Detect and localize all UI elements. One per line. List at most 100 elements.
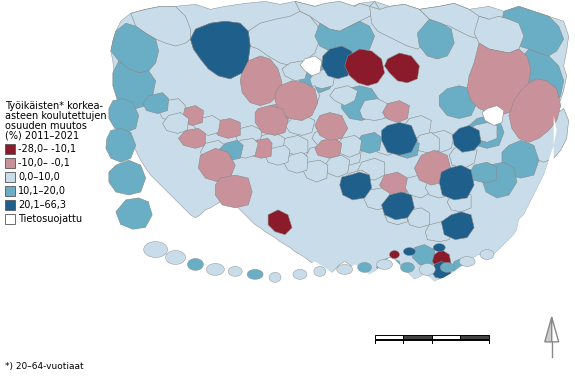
- Polygon shape: [232, 138, 258, 158]
- Polygon shape: [330, 86, 358, 105]
- Polygon shape: [325, 155, 350, 177]
- Ellipse shape: [358, 262, 371, 273]
- Polygon shape: [109, 99, 139, 132]
- Polygon shape: [322, 46, 355, 79]
- Polygon shape: [358, 158, 385, 180]
- Polygon shape: [377, 257, 401, 277]
- Polygon shape: [190, 21, 250, 79]
- Polygon shape: [345, 49, 385, 86]
- Polygon shape: [315, 113, 348, 140]
- Text: *) 20–64-vuotiaat: *) 20–64-vuotiaat: [5, 362, 84, 371]
- Polygon shape: [385, 53, 419, 83]
- Polygon shape: [482, 105, 504, 125]
- Polygon shape: [419, 3, 494, 39]
- Text: -28,0– -10,1: -28,0– -10,1: [18, 144, 76, 154]
- Polygon shape: [315, 21, 374, 59]
- Polygon shape: [524, 108, 569, 162]
- Polygon shape: [190, 21, 250, 79]
- Polygon shape: [255, 105, 288, 135]
- Polygon shape: [439, 86, 477, 119]
- Text: -10,0– -0,1: -10,0– -0,1: [18, 158, 70, 168]
- Ellipse shape: [337, 265, 352, 274]
- Polygon shape: [111, 116, 557, 376]
- Polygon shape: [284, 152, 308, 173]
- Polygon shape: [131, 6, 190, 46]
- Polygon shape: [275, 81, 318, 121]
- Ellipse shape: [434, 243, 445, 251]
- Polygon shape: [111, 23, 159, 73]
- Polygon shape: [212, 119, 240, 138]
- Polygon shape: [380, 172, 408, 195]
- Polygon shape: [335, 143, 362, 165]
- Polygon shape: [363, 188, 389, 210]
- Polygon shape: [412, 245, 436, 267]
- Polygon shape: [451, 257, 477, 277]
- Polygon shape: [452, 125, 481, 152]
- Ellipse shape: [377, 259, 393, 270]
- Polygon shape: [467, 43, 531, 116]
- Polygon shape: [345, 170, 370, 193]
- Polygon shape: [282, 61, 308, 81]
- Text: (%) 2011–2021: (%) 2011–2021: [5, 130, 79, 141]
- Text: 20,1–66,3: 20,1–66,3: [18, 200, 66, 210]
- Polygon shape: [109, 160, 145, 195]
- Polygon shape: [198, 148, 235, 182]
- Polygon shape: [298, 59, 335, 93]
- Polygon shape: [382, 101, 409, 122]
- Bar: [5, 186, 16, 196]
- Text: osuuden muutos: osuuden muutos: [5, 121, 87, 130]
- Polygon shape: [469, 116, 504, 148]
- Ellipse shape: [206, 263, 224, 275]
- Polygon shape: [216, 175, 252, 208]
- Text: 5: 5: [429, 321, 435, 330]
- Polygon shape: [178, 129, 205, 148]
- Polygon shape: [415, 150, 451, 185]
- Polygon shape: [305, 145, 330, 168]
- Text: Työikäisten* korkea-: Työikäisten* korkea-: [5, 101, 103, 111]
- Polygon shape: [427, 130, 454, 152]
- Polygon shape: [502, 140, 539, 178]
- Polygon shape: [290, 86, 320, 111]
- Ellipse shape: [400, 262, 415, 273]
- Polygon shape: [159, 99, 186, 121]
- Polygon shape: [201, 140, 225, 162]
- Polygon shape: [501, 6, 564, 56]
- Polygon shape: [426, 222, 451, 242]
- Polygon shape: [280, 135, 308, 155]
- Polygon shape: [356, 132, 382, 153]
- Text: 0: 0: [371, 321, 377, 330]
- Bar: [5, 158, 16, 168]
- Ellipse shape: [228, 266, 242, 276]
- Polygon shape: [303, 160, 328, 182]
- Polygon shape: [408, 208, 430, 228]
- Ellipse shape: [247, 270, 263, 279]
- Polygon shape: [312, 129, 338, 148]
- Polygon shape: [374, 135, 400, 155]
- Polygon shape: [509, 79, 561, 143]
- Polygon shape: [143, 93, 168, 113]
- Bar: [374, 335, 403, 339]
- Polygon shape: [441, 212, 474, 240]
- Ellipse shape: [419, 263, 435, 275]
- Polygon shape: [240, 56, 282, 105]
- Ellipse shape: [314, 266, 326, 276]
- Polygon shape: [262, 103, 290, 122]
- Polygon shape: [545, 317, 552, 342]
- Polygon shape: [449, 145, 477, 168]
- Ellipse shape: [389, 251, 400, 259]
- Polygon shape: [514, 49, 563, 116]
- Polygon shape: [178, 105, 204, 125]
- Ellipse shape: [440, 262, 454, 273]
- Polygon shape: [415, 132, 439, 153]
- Polygon shape: [111, 2, 569, 281]
- Text: Tietosuojattu: Tietosuojattu: [18, 214, 82, 224]
- Polygon shape: [439, 165, 474, 200]
- Polygon shape: [385, 205, 409, 225]
- Polygon shape: [106, 129, 136, 162]
- Polygon shape: [404, 116, 431, 138]
- Polygon shape: [340, 172, 371, 200]
- Polygon shape: [235, 125, 262, 145]
- Polygon shape: [432, 249, 451, 270]
- Polygon shape: [470, 162, 497, 183]
- Polygon shape: [248, 138, 272, 158]
